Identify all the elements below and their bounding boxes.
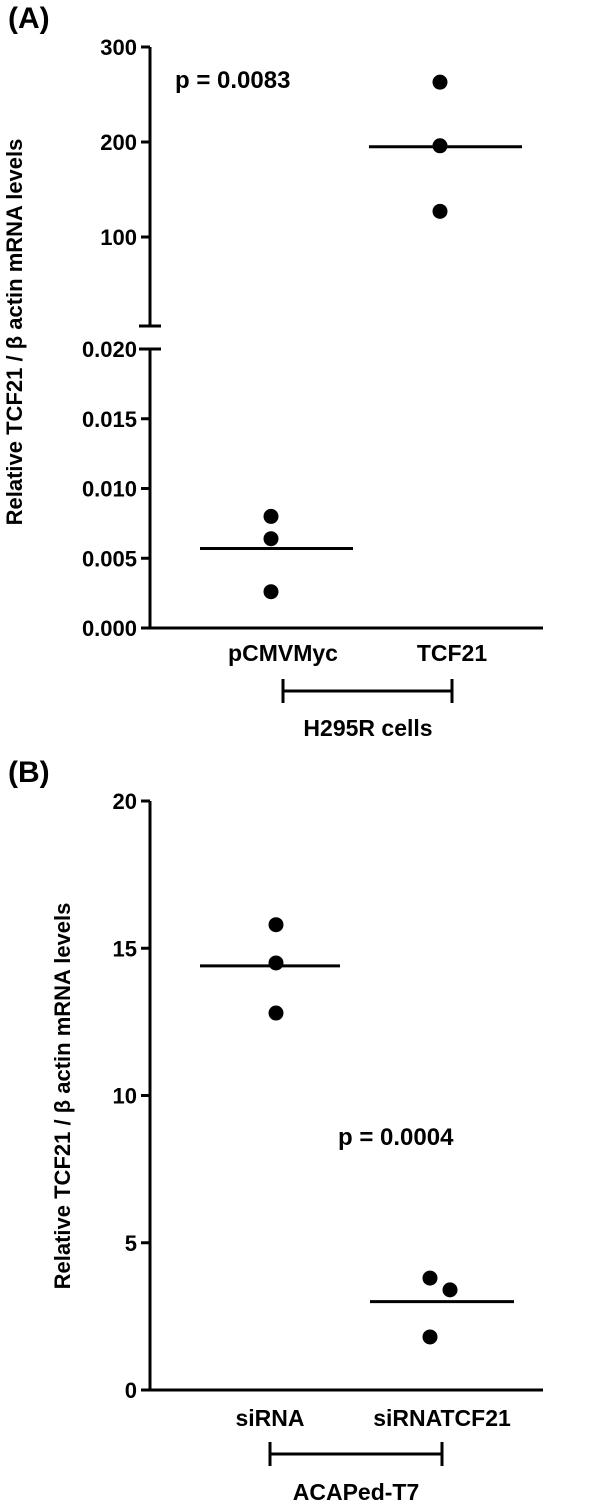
panel-b-group-label: ACAPed-T7 (293, 1479, 420, 1505)
panel-b-p-value: p = 0.0004 (338, 1124, 454, 1151)
y-tick-label: 0.015 (82, 407, 137, 432)
data-point (422, 1329, 438, 1345)
y-tick-label: 0 (125, 1378, 137, 1403)
data-point (268, 1005, 284, 1021)
data-point (268, 917, 284, 933)
y-tick-label: 15 (113, 936, 137, 961)
y-tick-label: 5 (125, 1231, 137, 1256)
data-point (268, 955, 284, 971)
panel-b-axes: 0 5 10 15 20 (113, 789, 543, 1403)
data-point (432, 74, 448, 90)
panel-a-y-axis-label: Relative TCF21 / β actin mRNA levels (2, 139, 27, 526)
y-tick-label: 0.010 (82, 477, 137, 502)
panel-a-axes: 0.000 0.005 0.010 0.015 0.020 100 200 300 (82, 35, 543, 641)
panel-a-group-bracket (281, 679, 454, 703)
panel-a-category-label: pCMVMyc (228, 640, 338, 666)
panel-b-marks (200, 917, 514, 1345)
panel-b-category-label: siRNATCF21 (373, 1405, 511, 1431)
y-tick-label: 10 (113, 1084, 137, 1109)
panel-a-category-label: TCF21 (417, 640, 488, 666)
panel-a-label: (A) (8, 2, 50, 35)
panel-b-group-bracket (268, 1442, 444, 1466)
y-tick-label: 0.000 (82, 616, 137, 641)
panel-b-label: (B) (8, 756, 50, 789)
y-tick-label: 0.005 (82, 546, 137, 571)
panel-a-marks (200, 74, 522, 600)
panel-b-y-axis-label: Relative TCF21 / β actin mRNA levels (50, 903, 75, 1290)
y-tick-label: 100 (100, 225, 137, 250)
data-point (442, 1282, 458, 1298)
panel-b-category-label: siRNA (235, 1405, 304, 1431)
panel-a: (A) Relative TCF21 / β actin mRNA levels… (2, 2, 543, 741)
data-point (432, 203, 448, 219)
panel-a-group-label: H295R cells (303, 715, 432, 741)
y-tick-label: 300 (100, 35, 137, 60)
data-point (263, 531, 279, 547)
y-tick-label: 0.020 (82, 337, 137, 362)
data-point (263, 508, 279, 524)
y-tick-label: 20 (113, 789, 137, 814)
data-point (263, 584, 279, 600)
panel-b: (B) Relative TCF21 / β actin mRNA levels… (8, 756, 543, 1505)
y-tick-label: 200 (100, 130, 137, 155)
panel-a-p-value: p = 0.0083 (175, 67, 290, 94)
data-point (422, 1270, 438, 1286)
